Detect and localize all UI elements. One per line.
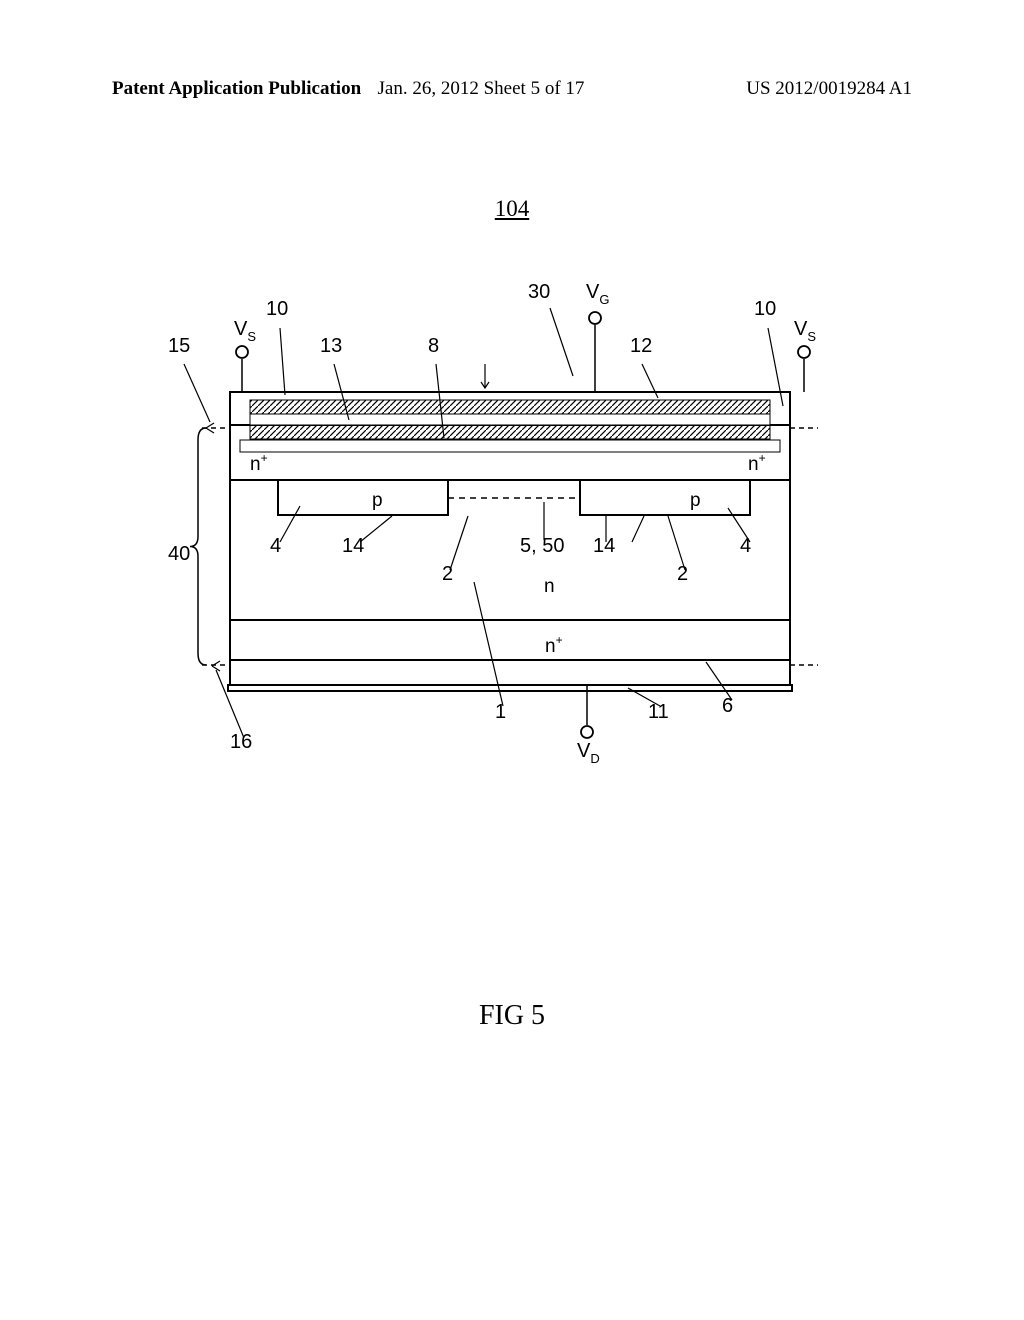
svg-text:VG: VG [586, 281, 609, 307]
svg-text:4: 4 [270, 535, 281, 557]
svg-text:16: 16 [230, 731, 252, 753]
svg-text:4: 4 [740, 535, 751, 557]
svg-text:n+: n+ [545, 633, 563, 657]
svg-text:p: p [690, 490, 701, 511]
svg-text:n+: n+ [748, 451, 766, 475]
header-center: Jan. 26, 2012 Sheet 5 of 17 [378, 78, 585, 100]
svg-text:11: 11 [648, 701, 669, 723]
header-right: US 2012/0019284 A1 [746, 78, 912, 100]
svg-text:40: 40 [168, 543, 190, 565]
svg-text:VS: VS [794, 318, 816, 344]
svg-text:n: n [544, 576, 555, 597]
svg-text:p: p [372, 490, 383, 511]
svg-text:1: 1 [495, 701, 506, 723]
svg-text:2: 2 [442, 563, 453, 585]
svg-text:14: 14 [342, 535, 364, 557]
svg-text:8: 8 [428, 335, 439, 357]
svg-text:n+: n+ [250, 451, 268, 475]
svg-text:14: 14 [593, 535, 615, 557]
svg-text:6: 6 [722, 695, 733, 717]
figure-number: 104 [495, 196, 530, 222]
svg-text:10: 10 [754, 298, 776, 320]
svg-text:5, 50: 5, 50 [520, 535, 564, 557]
svg-text:10: 10 [266, 298, 288, 320]
svg-text:15: 15 [168, 335, 190, 357]
svg-text:2: 2 [677, 563, 688, 585]
svg-text:12: 12 [630, 335, 652, 357]
svg-text:30: 30 [528, 281, 550, 303]
svg-text:VD: VD [577, 740, 600, 766]
svg-text:13: 13 [320, 335, 342, 357]
semiconductor-cross-section-diagram: VGVSVSVDn+n+ppnn+30101015138124041425, 5… [150, 280, 870, 800]
svg-text:VS: VS [234, 318, 256, 344]
figure-label: FIG 5 [479, 1000, 545, 1032]
header-left: Patent Application Publication [112, 78, 361, 100]
